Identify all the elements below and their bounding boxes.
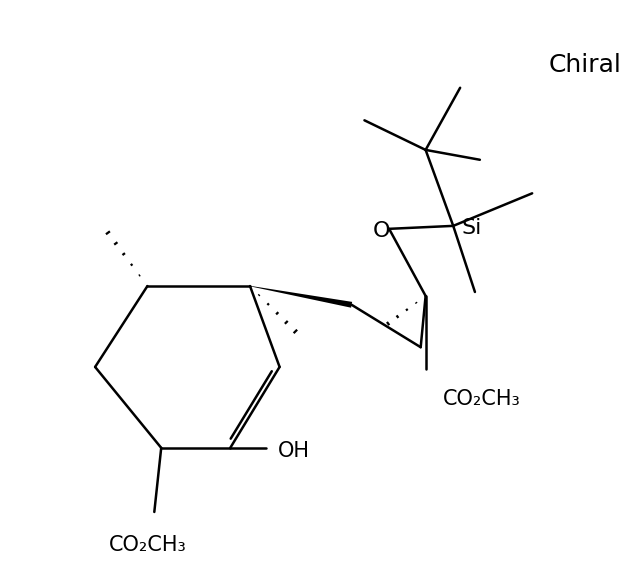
Text: OH: OH <box>278 441 310 461</box>
Text: CO₂CH₃: CO₂CH₃ <box>444 389 521 408</box>
Text: CO₂CH₃: CO₂CH₃ <box>109 535 186 554</box>
Text: O: O <box>372 221 390 241</box>
Polygon shape <box>250 286 352 308</box>
Text: Si: Si <box>461 218 481 238</box>
Text: Chiral: Chiral <box>549 53 622 77</box>
